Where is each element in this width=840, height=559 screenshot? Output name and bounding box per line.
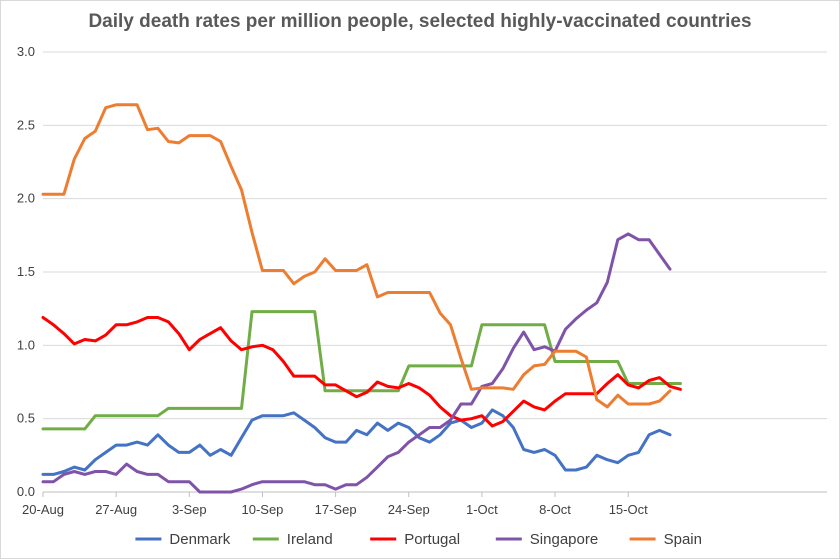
y-tick-label: 2.0 — [17, 191, 35, 206]
legend-label-spain: Spain — [664, 531, 702, 548]
x-tick-label: 20-Aug — [22, 502, 64, 517]
y-tick-label: 0.5 — [17, 411, 35, 426]
x-tick-label: 10-Sep — [241, 502, 283, 517]
x-tick-label: 8-Oct — [539, 502, 571, 517]
series-line-spain — [41, 103, 672, 409]
legend-label-ireland: Ireland — [287, 531, 333, 548]
series-line-portugal — [41, 316, 682, 428]
legend-label-portugal: Portugal — [404, 531, 460, 548]
chart-title: Daily death rates per million people, se… — [88, 11, 752, 32]
y-tick-label: 1.5 — [17, 264, 35, 279]
series-line-singapore — [41, 232, 672, 494]
x-tick-label: 15-Oct — [609, 502, 648, 517]
x-tick-label: 1-Oct — [466, 502, 498, 517]
x-tick-label: 17-Sep — [315, 502, 357, 517]
series-line-denmark — [41, 408, 672, 476]
x-tick-label: 24-Sep — [388, 502, 430, 517]
y-tick-label: 2.5 — [17, 117, 35, 132]
legend-label-singapore: Singapore — [530, 531, 598, 548]
series-line-ireland — [41, 310, 682, 431]
y-tick-label: 1.0 — [17, 337, 35, 352]
x-tick-label: 27-Aug — [95, 502, 137, 517]
x-tick-label: 3-Sep — [172, 502, 207, 517]
y-tick-label: 0.0 — [17, 484, 35, 499]
y-tick-label: 3.0 — [17, 44, 35, 59]
legend-label-denmark: Denmark — [169, 531, 230, 548]
